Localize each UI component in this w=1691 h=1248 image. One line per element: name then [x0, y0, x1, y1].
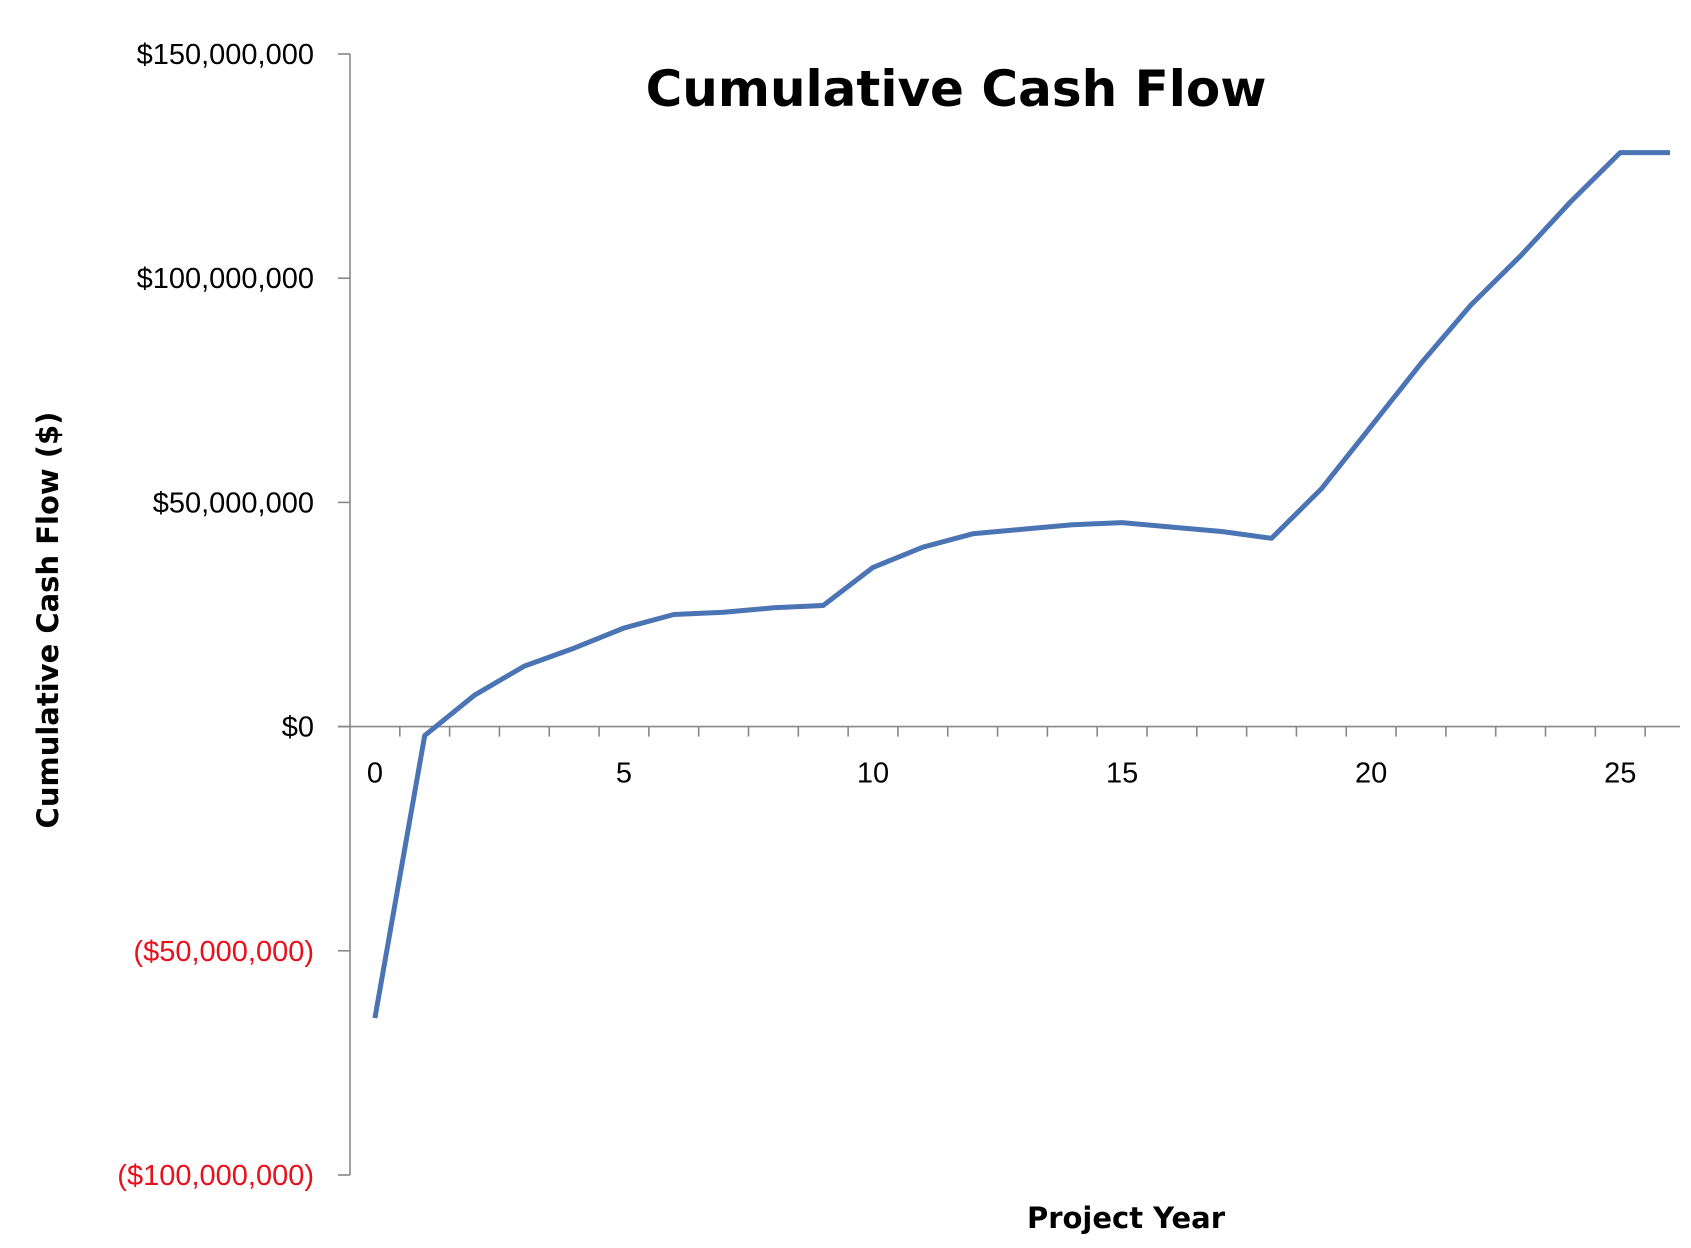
x-ticks: 0 5 10 15 20 25 — [367, 726, 1646, 790]
y-tick-label: $0 — [282, 712, 314, 744]
x-tick-label: 20 — [1355, 758, 1387, 790]
y-tick-label: $100,000,000 — [137, 263, 314, 295]
chart-title: Cumulative Cash Flow — [646, 60, 1267, 118]
x-tick-label: 0 — [367, 758, 383, 790]
x-tick-label: 10 — [857, 758, 889, 790]
series-line — [372, 150, 1670, 1019]
x-tick-label: 15 — [1106, 758, 1138, 790]
y-tick-label: ($100,000,000) — [117, 1160, 314, 1192]
x-tick-label: 5 — [616, 758, 632, 790]
y-tick-label: $50,000,000 — [153, 487, 314, 519]
axes — [338, 54, 1680, 1175]
y-axis-label: Cumulative Cash Flow ($) — [31, 412, 65, 829]
y-tick-label: $150,000,000 — [137, 39, 314, 71]
x-axis-label: Project Year — [1027, 1201, 1226, 1235]
y-ticks: ($100,000,000) ($50,000,000) $0 $50,000,000… — [117, 39, 350, 1192]
x-tick-label: 25 — [1604, 758, 1636, 790]
y-tick-label: ($50,000,000) — [133, 936, 314, 968]
series-layer — [372, 150, 1670, 1019]
